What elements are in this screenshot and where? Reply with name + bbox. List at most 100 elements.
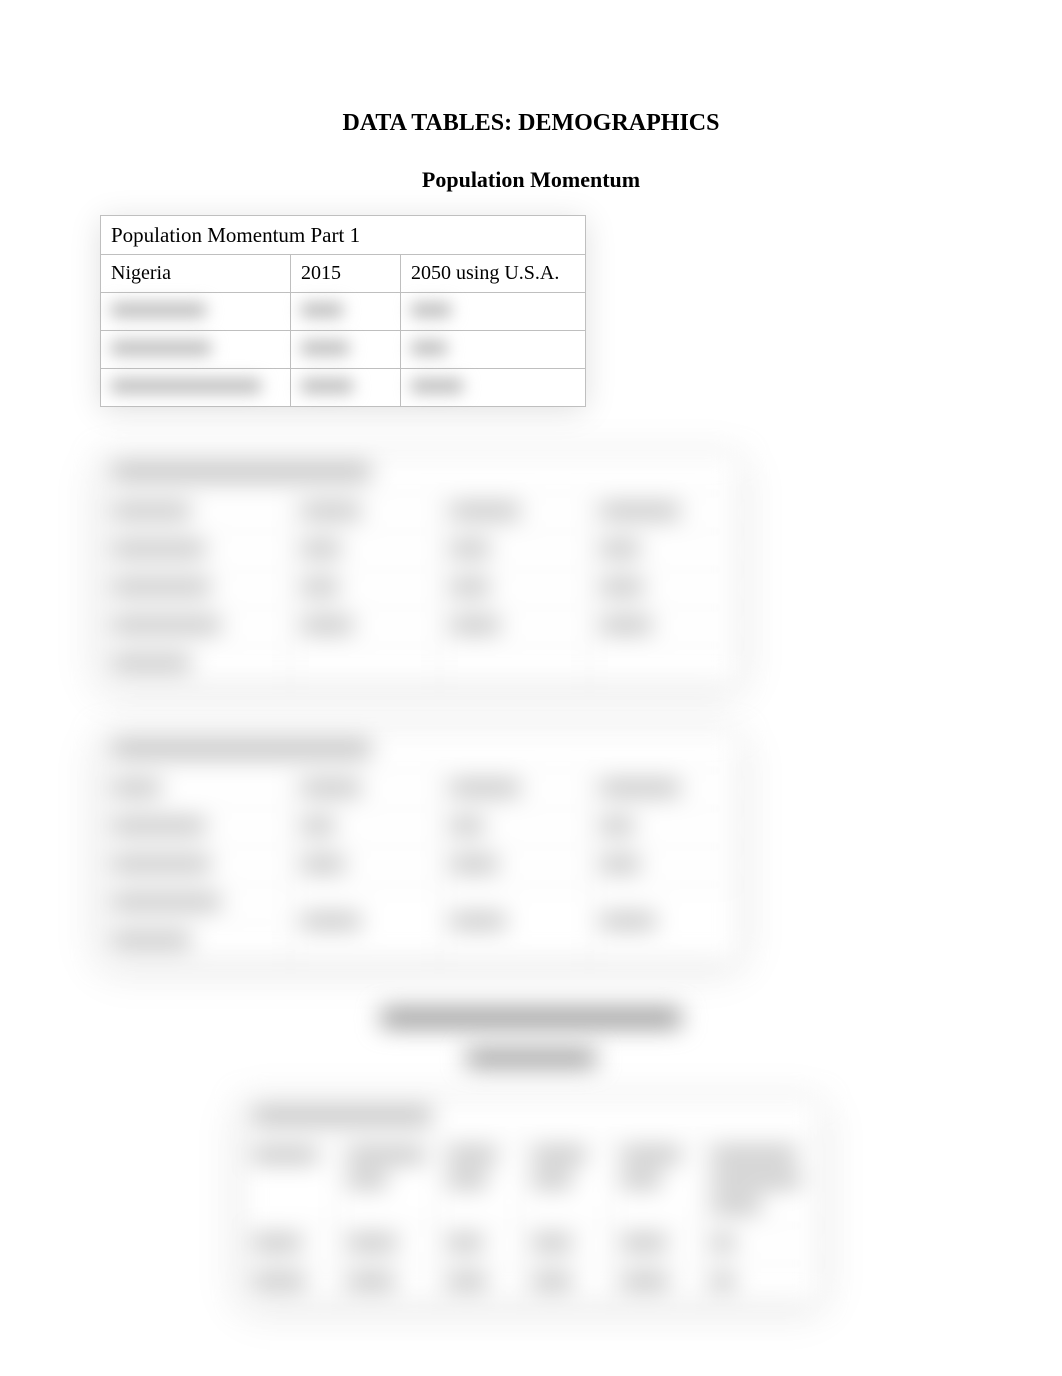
obscured-cell [436,1226,521,1264]
obscured-cell [290,570,440,608]
table-row [242,1138,821,1226]
obscured-cell [101,733,740,771]
obscured-cell [701,1226,821,1264]
obscured-cell [101,847,291,885]
table1-header-country: Nigeria [101,255,291,293]
obscured-cell [440,570,590,608]
obscured-cell [440,608,590,646]
table-row [101,646,740,684]
obscured-cell [336,1264,436,1302]
obscured-cell [101,570,291,608]
table-row [101,608,740,646]
obscured-cell [242,1226,337,1264]
obscured-cell [401,369,586,407]
obscured-cell [590,771,740,809]
obscured-cell [590,809,740,847]
table1-row-obscured [101,369,586,407]
obscured-cell [440,494,590,532]
section2-subtitle-obscured [0,1050,1062,1071]
obscured-cell [101,532,291,570]
obscured-cell [401,331,586,369]
obscured-cell [290,494,440,532]
section2-heading-obscured [0,1009,1062,1032]
table-row [101,847,740,885]
obscured-cell [611,1226,701,1264]
table1-wrapper: Population Momentum Part 1 Nigeria 2015 … [0,215,1062,407]
table1-row-obscured [101,293,586,331]
obscured-cell [701,1264,821,1302]
obscured-cell [290,809,440,847]
table-row [101,771,740,809]
obscured-cell [440,646,590,684]
obscured-cell [290,847,440,885]
obscured-cell [242,1138,337,1226]
obscured-cell [440,847,590,885]
table-row [242,1100,821,1138]
obscured-cell [291,331,401,369]
table-row [101,570,740,608]
table-row [101,809,740,847]
obscured-cell [440,809,590,847]
table-row [242,1264,821,1302]
obscured-cell [101,771,291,809]
obscured-cell [291,293,401,331]
obscured-cell [101,456,740,494]
obscured-cell [101,293,291,331]
obscured-cell [101,923,291,961]
table1-header-row: Nigeria 2015 2050 using U.S.A. [101,255,586,293]
obscured-cell [336,1226,436,1264]
obscured-cell [440,885,590,961]
obscured-cell [590,608,740,646]
page-title: DATA TABLES: DEMOGRAPHICS [0,110,1062,137]
obscured-cell [101,331,291,369]
table1-header-projection: 2050 using U.S.A. [401,255,586,293]
obscured-cell [521,1138,611,1226]
table-row [242,1226,821,1264]
table2-wrapper-obscured [100,455,740,684]
obscured-cell [701,1138,821,1226]
obscured-cell [436,1264,521,1302]
obscured-cell [590,847,740,885]
obscured-cell [590,532,740,570]
table-row [101,532,740,570]
obscured-cell [101,646,291,684]
obscured-cell [242,1264,337,1302]
obscured-cell [242,1100,821,1138]
obscured-cell [101,885,291,923]
table1-caption: Population Momentum Part 1 [101,216,586,255]
obscured-cell [336,1138,436,1226]
table2-obscured [100,455,740,684]
obscured-cell [590,646,740,684]
obscured-cell [290,608,440,646]
table1-caption-row: Population Momentum Part 1 [101,216,586,255]
obscured-cell [101,608,291,646]
section-subtitle: Population Momentum [0,167,1062,193]
obscured-cell [291,369,401,407]
obscured-cell [590,494,740,532]
table-row [101,733,740,771]
table-row [101,885,740,923]
table1-row-obscured [101,331,586,369]
table1-header-year: 2015 [291,255,401,293]
obscured-cell [290,771,440,809]
obscured-cell [101,809,291,847]
section2-title-obscured [381,1009,681,1032]
table-row [101,494,740,532]
table1: Population Momentum Part 1 Nigeria 2015 … [100,215,586,407]
obscured-cell [101,494,291,532]
obscured-cell [611,1138,701,1226]
obscured-cell [521,1226,611,1264]
obscured-cell [290,532,440,570]
obscured-cell [440,532,590,570]
obscured-cell [290,885,440,961]
obscured-cell [521,1264,611,1302]
obscured-cell [101,369,291,407]
obscured-cell [440,771,590,809]
table4-obscured [241,1099,821,1302]
obscured-cell [290,646,440,684]
table3-obscured [100,732,740,961]
table3-wrapper-obscured [100,732,740,961]
obscured-cell [590,885,740,961]
obscured-cell [401,293,586,331]
obscured-cell [611,1264,701,1302]
